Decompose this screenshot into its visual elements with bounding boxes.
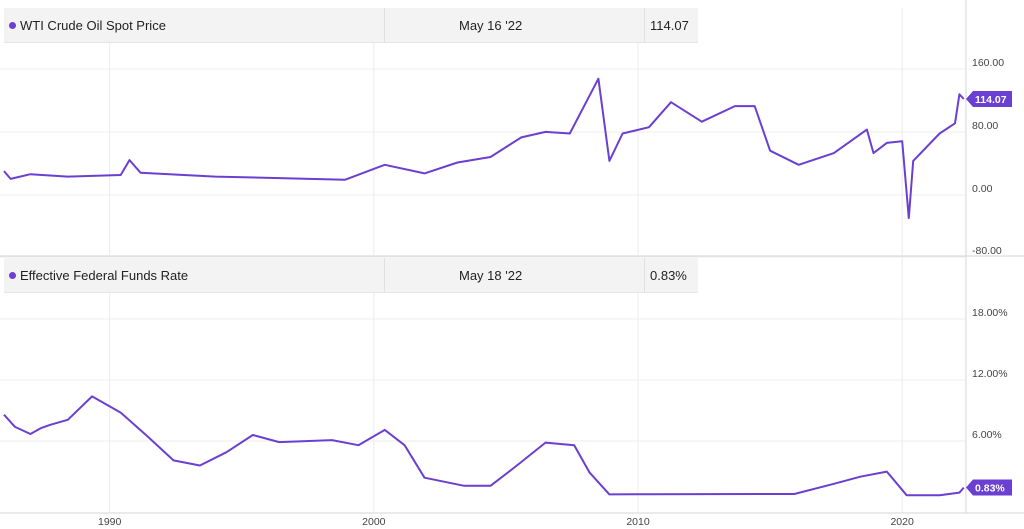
y-tick-label: 6.00% — [972, 429, 1002, 441]
y-tick-label: 0.00 — [972, 183, 993, 195]
x-tick-label: 2000 — [362, 516, 386, 528]
series-line — [3, 395, 965, 497]
y-tick-label: 80.00 — [972, 120, 998, 132]
legend-date: May 18 '22 — [459, 268, 523, 283]
last-value-label: 114.07 — [975, 94, 1007, 106]
legend-date: May 16 '22 — [459, 18, 523, 33]
y-tick-label: 18.00% — [972, 307, 1008, 319]
legend-dot-icon — [9, 22, 16, 29]
legend-bar-fedfunds: Effective Federal Funds Rate May 18 '22 … — [4, 258, 698, 293]
x-tick-label: 2010 — [626, 516, 650, 528]
x-tick-label: 2020 — [890, 516, 914, 528]
legend-value: 114.07 — [650, 18, 689, 33]
legend-value: 0.83% — [650, 268, 687, 283]
last-value-label: 0.83% — [975, 483, 1005, 495]
legend-dot-icon — [9, 272, 16, 279]
series-line — [3, 77, 965, 220]
legend-series-name: Effective Federal Funds Rate — [20, 268, 189, 283]
legend-bar-oil: WTI Crude Oil Spot Price May 16 '22 114.… — [4, 8, 698, 43]
y-tick-label: 160.00 — [972, 57, 1004, 69]
legend-series-name: WTI Crude Oil Spot Price — [20, 18, 166, 33]
y-tick-label: -80.00 — [972, 245, 1002, 257]
last-value-tag — [966, 479, 1012, 496]
y-tick-label: 12.00% — [972, 368, 1008, 380]
last-value-tag — [966, 90, 1012, 107]
x-tick-label: 1990 — [98, 516, 122, 528]
